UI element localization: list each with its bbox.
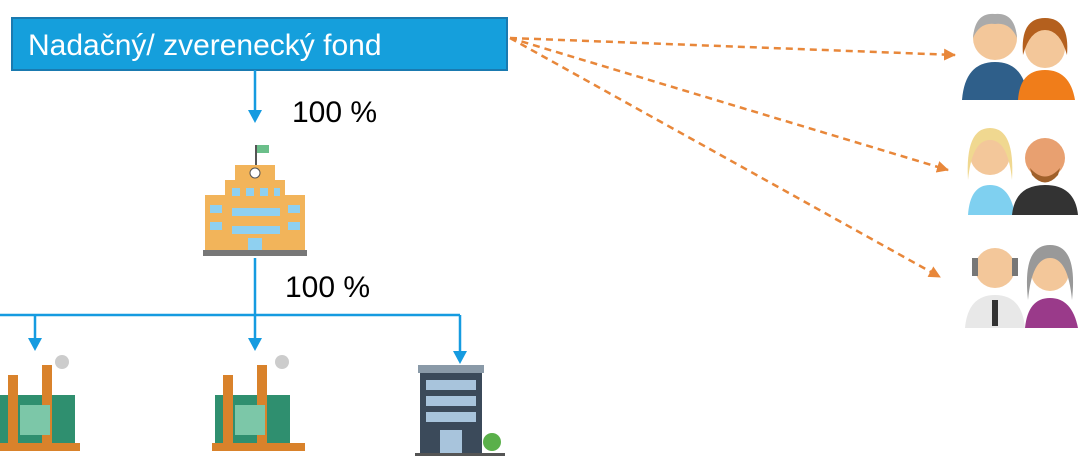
factory-icon: [212, 355, 305, 451]
office-icon: [415, 365, 505, 456]
diagram: Nadačný/ zverenecký fond 100 % 100 %: [0, 0, 1084, 459]
edge-label: 100 %: [292, 96, 377, 129]
edge-label: 100 %: [285, 271, 370, 304]
company-icon: [203, 145, 307, 256]
orange-arrows: [510, 38, 955, 277]
factory-icon: [0, 355, 80, 451]
people-icon: [962, 14, 1075, 100]
people-icon: [965, 245, 1078, 328]
people-icon: [968, 128, 1078, 215]
fund-title: Nadačný/ zverenecký fond: [28, 29, 382, 62]
